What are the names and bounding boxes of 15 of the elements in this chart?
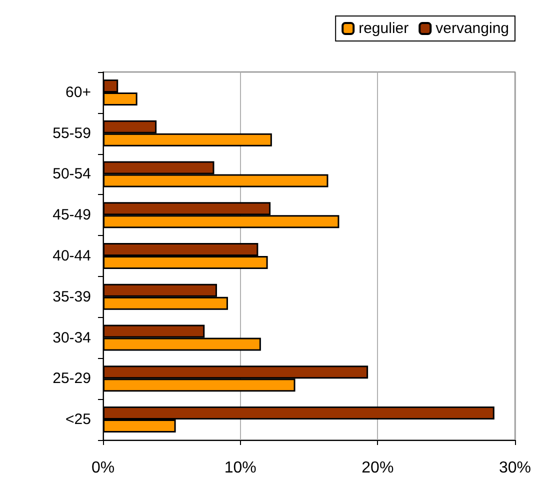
- y-tick-label: 30-34: [52, 329, 91, 346]
- y-tick-label: 40-44: [52, 248, 91, 264]
- x-tick-label: 0%: [91, 460, 115, 476]
- x-tick-label: 20%: [362, 460, 394, 476]
- y-tick-label: 60+: [66, 84, 92, 101]
- y-tick-label: 35-39: [52, 288, 91, 306]
- y-tick-label: 45-49: [52, 206, 91, 224]
- x-tick-label: 30%: [498, 460, 532, 476]
- y-tick-label: <25: [66, 411, 91, 428]
- legend-label: regulier: [358, 20, 409, 37]
- y-tick-label: 55-59: [52, 124, 91, 142]
- x-tick-label: 10%: [224, 460, 256, 476]
- legend-label: vervanging: [436, 20, 510, 37]
- y-tick-label: 50-54: [52, 166, 91, 183]
- y-tick-label: 25-29: [52, 370, 91, 388]
